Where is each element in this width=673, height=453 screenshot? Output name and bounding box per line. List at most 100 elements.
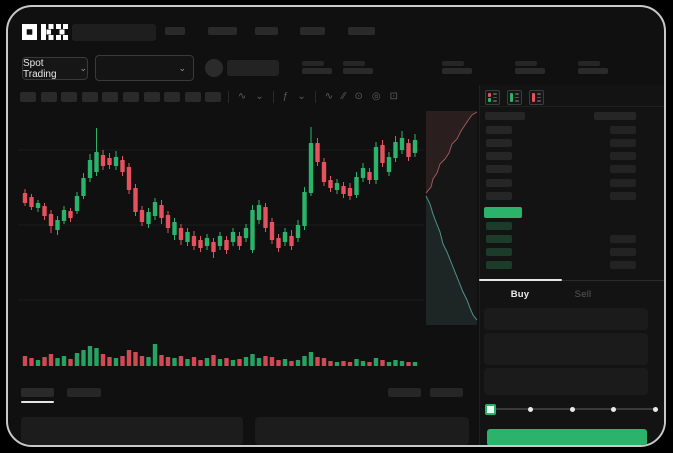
- open-orders-table-placeholder: [21, 417, 243, 445]
- toolbar-divider: [272, 91, 274, 103]
- active-tab-indicator: [479, 279, 562, 281]
- chevron-down-icon: ⌄: [178, 62, 186, 73]
- tab-buy[interactable]: Buy: [510, 289, 530, 300]
- ticker-value-placeholder: [302, 68, 332, 74]
- timeframe-button-placeholder[interactable]: [102, 92, 119, 102]
- amount-slider-handle[interactable]: [485, 404, 496, 415]
- ticker-value-placeholder: [343, 68, 373, 74]
- bottom-tab-history-placeholder[interactable]: [67, 388, 101, 397]
- slider-stop-dot[interactable]: [652, 406, 658, 412]
- timeframe-button-placeholder[interactable]: [81, 92, 98, 102]
- ticker-label-placeholder: [343, 61, 365, 66]
- timeframe-button-placeholder[interactable]: [205, 92, 222, 102]
- chart-tools: ∿ ⌄ ƒ ⌄ ∿ ∕∕ ⊙ ◎ ⊡: [228, 88, 398, 106]
- bottom-link-placeholder[interactable]: [388, 388, 421, 397]
- ask-amount-placeholder[interactable]: [610, 165, 636, 173]
- toggle-line: [493, 100, 497, 102]
- toggle-line: [493, 96, 497, 98]
- ticker-value-placeholder: [515, 68, 545, 74]
- bid-amount-placeholder[interactable]: [610, 248, 636, 256]
- ask-amount-placeholder[interactable]: [610, 192, 636, 200]
- indicators-icon[interactable]: ƒ: [282, 91, 289, 102]
- chart-settings-icon[interactable]: ◎: [371, 91, 381, 102]
- order-type-field[interactable]: [484, 308, 648, 330]
- toggle-color-bar: [510, 93, 513, 102]
- orderbook-toggle-asks-only-icon[interactable]: [529, 90, 544, 105]
- slider-stop-dot[interactable]: [569, 406, 575, 412]
- ask-price-placeholder[interactable]: [486, 139, 512, 147]
- nav-item-placeholder[interactable]: [208, 27, 237, 35]
- order-history-table-placeholder: [255, 417, 469, 445]
- bid-price-placeholder[interactable]: [486, 235, 512, 243]
- amount-field[interactable]: [484, 368, 648, 395]
- bottom-link-placeholder[interactable]: [430, 388, 463, 397]
- chart-style-chevron-icon[interactable]: ⌄: [255, 91, 264, 102]
- timeframe-button-placeholder[interactable]: [20, 92, 36, 102]
- toggle-line: [537, 100, 541, 102]
- bid-price-placeholder[interactable]: [486, 222, 512, 230]
- toggle-line: [515, 93, 519, 95]
- toolbar-divider: [228, 91, 229, 103]
- ticker-label-placeholder: [442, 61, 464, 66]
- ticker-value-placeholder: [578, 68, 608, 74]
- last-price-badge[interactable]: [484, 207, 522, 218]
- market-type-dropdown[interactable]: Spot Trading ⌄: [22, 57, 88, 80]
- ask-amount-placeholder[interactable]: [610, 152, 636, 160]
- timeframe-button-placeholder[interactable]: [184, 92, 201, 102]
- indicators-chevron-icon[interactable]: ⌄: [297, 91, 306, 102]
- slider-stop-dot[interactable]: [611, 406, 616, 412]
- timeframe-button-placeholder[interactable]: [61, 92, 78, 102]
- okx-logo: [22, 23, 68, 41]
- bid-price-placeholder[interactable]: [486, 248, 512, 256]
- orderbook-toggle-combined-book-icon[interactable]: [485, 90, 500, 105]
- ask-amount-placeholder[interactable]: [610, 126, 636, 134]
- timeframe-button-placeholder[interactable]: [164, 92, 181, 102]
- ask-amount-placeholder[interactable]: [610, 139, 636, 147]
- bid-amount-placeholder[interactable]: [610, 261, 636, 269]
- bottom-tab-orders-placeholder[interactable]: [21, 388, 54, 397]
- ask-price-placeholder[interactable]: [486, 165, 512, 173]
- coin-avatar: [205, 59, 223, 77]
- price-chart[interactable]: [6, 5, 666, 447]
- pair-name-placeholder: [227, 60, 279, 76]
- orderbook-amount-header-placeholder: [594, 112, 636, 120]
- timeframe-button-placeholder[interactable]: [143, 92, 160, 102]
- bid-amount-placeholder[interactable]: [610, 235, 636, 243]
- timeframe-button-placeholder[interactable]: [40, 92, 57, 102]
- app-root: Spot Trading ⌄ ⌄ ∿ ⌄ ƒ ⌄ ∿ ∕∕ ⊙ ◎ ⊡ Buy Sell: [6, 5, 666, 447]
- nav-item-placeholder[interactable]: [348, 27, 375, 35]
- ask-amount-placeholder[interactable]: [610, 179, 636, 187]
- toolbar-divider: [314, 91, 316, 103]
- search-bar-placeholder[interactable]: [72, 24, 156, 41]
- nav-item-placeholder[interactable]: [255, 27, 278, 35]
- device-frame: Spot Trading ⌄ ⌄ ∿ ⌄ ƒ ⌄ ∿ ∕∕ ⊙ ◎ ⊡ Buy Sell: [6, 5, 666, 447]
- orderbook-price-header-placeholder: [485, 112, 525, 120]
- bottom-active-tab-indicator: [21, 401, 54, 403]
- ask-price-placeholder[interactable]: [486, 179, 512, 187]
- toggle-line: [493, 93, 497, 95]
- toggle-color-bar: [488, 93, 491, 97]
- nav-item-placeholder[interactable]: [300, 27, 325, 35]
- pair-selector-dropdown[interactable]: ⌄: [95, 55, 194, 81]
- ask-price-placeholder[interactable]: [486, 152, 512, 160]
- toggle-line: [537, 96, 541, 98]
- price-field[interactable]: [484, 333, 648, 365]
- draw-tools-icon[interactable]: ∕∕: [342, 91, 346, 102]
- toggle-line: [515, 96, 519, 98]
- ticker-label-placeholder: [578, 61, 600, 66]
- trendline-tool-icon[interactable]: ∿: [324, 91, 334, 102]
- toggle-line: [537, 93, 541, 95]
- market-type-label: Spot Trading: [23, 57, 57, 80]
- slider-stop-dot[interactable]: [528, 406, 533, 412]
- bid-price-placeholder[interactable]: [486, 261, 512, 269]
- timeframe-button-placeholder[interactable]: [123, 92, 139, 102]
- nav-item-placeholder[interactable]: [165, 27, 185, 35]
- ask-price-placeholder[interactable]: [486, 126, 512, 134]
- fullscreen-icon[interactable]: ⊡: [389, 91, 398, 102]
- buy-submit-button[interactable]: [487, 429, 647, 445]
- screenshot-icon[interactable]: ⊙: [354, 91, 363, 102]
- ask-price-placeholder[interactable]: [486, 192, 512, 200]
- tab-sell[interactable]: Sell: [574, 289, 592, 300]
- chart-style-icon[interactable]: ∿: [238, 91, 247, 102]
- orderbook-toggle-bids-only-icon[interactable]: [507, 90, 522, 105]
